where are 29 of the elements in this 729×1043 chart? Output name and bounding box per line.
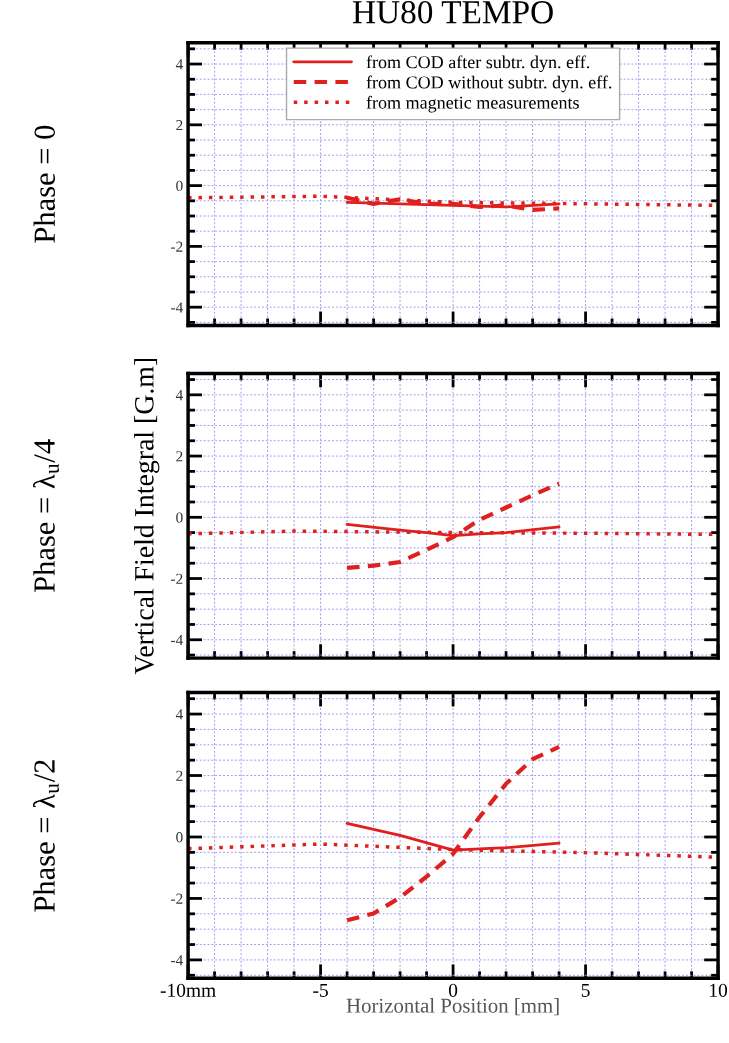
y-tick-label: 4 [175, 390, 183, 401]
y-tick-label: 4 [175, 59, 183, 70]
x-tick-label: -5 [313, 983, 328, 997]
text: Phase = λ$_{u}$/4 [33, 439, 59, 593]
legend-label: from magnetic measurements [366, 95, 579, 113]
x-tick-label: 10 [710, 983, 728, 997]
legend-label: from COD without subtr. dyn. eff. [366, 75, 612, 93]
legend-label: from COD after subtr. dyn. eff. [366, 55, 590, 73]
text: Phase = λ$_{u}$/2 [33, 760, 59, 912]
x-tick-label: 5 [581, 983, 590, 997]
x-tick-label: -10mm [160, 983, 216, 997]
x-axis-title: Horizontal Position [mm] [346, 998, 559, 1016]
y-tick-label: -2 [171, 893, 183, 904]
y-tick-label: -4 [171, 635, 183, 646]
text: Phase = 0 [33, 125, 56, 243]
y-tick-label: 4 [175, 709, 183, 720]
y-tick-label: -2 [171, 573, 183, 584]
y-tick-label: 0 [176, 180, 183, 192]
y-tick-label: -4 [171, 955, 183, 966]
y-tick-label: 0 [176, 512, 183, 523]
y-tick-label: 2 [176, 120, 183, 131]
y-tick-label: 2 [176, 770, 183, 781]
y-tick-label: -2 [171, 241, 183, 252]
y-tick-label: -4 [171, 302, 183, 313]
y-tick-label: 0 [176, 832, 183, 843]
y-axis-title: Vertical Field Integral [G.m] [134, 358, 160, 675]
x-tick-label: 0 [448, 983, 458, 997]
chart-title: HU80 TEMPO [352, 0, 553, 24]
y-tick-label: 2 [176, 451, 183, 462]
